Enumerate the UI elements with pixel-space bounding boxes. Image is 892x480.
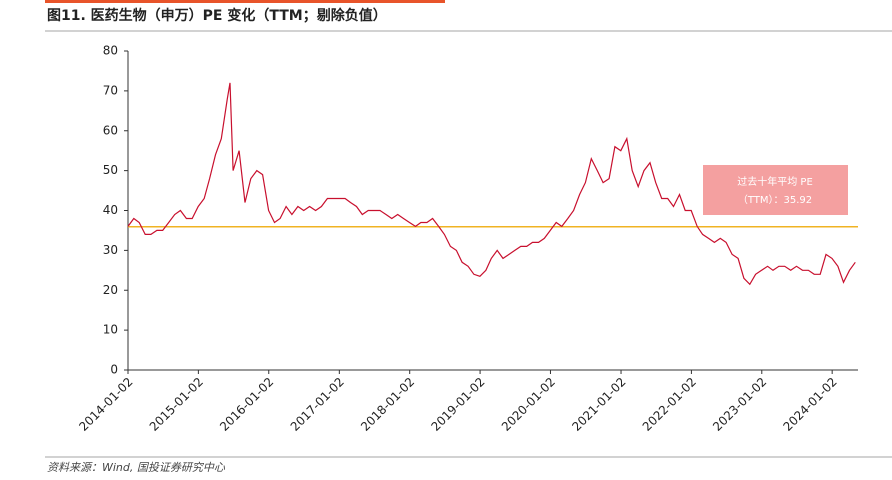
chart-title: 图11. 医药生物（申万）PE 变化（TTM；剔除负值） — [47, 7, 387, 24]
y-tick-label: 30 — [103, 243, 118, 257]
x-tick-label: 2021-01-02 — [569, 375, 628, 434]
y-tick-label: 70 — [103, 83, 118, 97]
y-tick-label: 50 — [103, 163, 118, 177]
x-tick-label: 2019-01-02 — [428, 375, 487, 434]
x-tick-label: 2014-01-02 — [76, 375, 135, 434]
y-tick-label: 80 — [103, 44, 118, 58]
x-tick-label: 2022-01-02 — [640, 375, 699, 434]
x-tick-label: 2015-01-02 — [147, 375, 206, 434]
y-tick-label: 40 — [103, 203, 118, 217]
y-tick-label: 0 — [110, 363, 118, 377]
x-tick-label: 2024-01-02 — [781, 375, 840, 434]
annotation-box — [703, 165, 848, 215]
annotation-label: （TTM）：35.92 — [738, 194, 812, 206]
x-tick-label: 2020-01-02 — [499, 375, 558, 434]
title-bar — [45, 0, 445, 3]
source: 资料来源：Wind, 国投证券研究中心 — [47, 461, 226, 474]
x-tick-label: 2016-01-02 — [217, 375, 276, 434]
y-tick-label: 60 — [103, 123, 118, 137]
x-tick-label: 2023-01-02 — [710, 375, 769, 434]
y-tick-label: 10 — [103, 323, 118, 337]
annotation-text: 过去十年平均 PE — [737, 175, 813, 188]
x-tick-label: 2018-01-02 — [358, 375, 417, 434]
x-tick-label: 2017-01-02 — [288, 375, 347, 434]
series-line — [127, 82, 856, 286]
y-tick-label: 20 — [103, 283, 118, 297]
